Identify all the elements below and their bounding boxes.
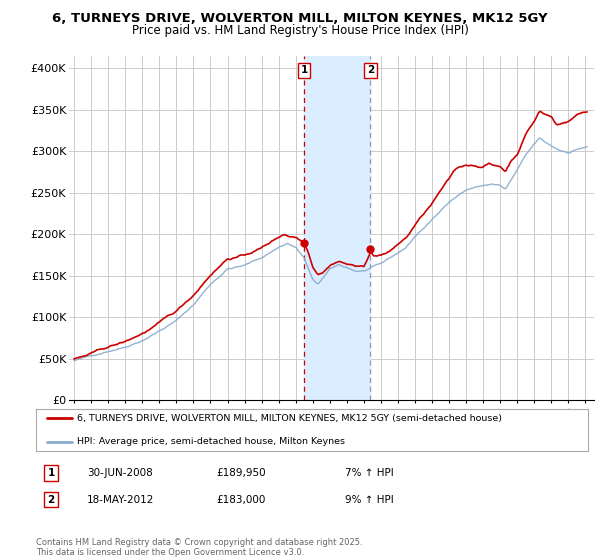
Text: 1: 1 [301, 65, 308, 75]
Text: 6, TURNEYS DRIVE, WOLVERTON MILL, MILTON KEYNES, MK12 5GY (semi-detached house): 6, TURNEYS DRIVE, WOLVERTON MILL, MILTON… [77, 413, 502, 423]
Text: £183,000: £183,000 [216, 494, 265, 505]
Text: 2: 2 [47, 494, 55, 505]
Text: Price paid vs. HM Land Registry's House Price Index (HPI): Price paid vs. HM Land Registry's House … [131, 24, 469, 36]
Text: 30-JUN-2008: 30-JUN-2008 [87, 468, 153, 478]
Text: £189,950: £189,950 [216, 468, 266, 478]
Text: 1: 1 [47, 468, 55, 478]
Text: 18-MAY-2012: 18-MAY-2012 [87, 494, 154, 505]
Text: 9% ↑ HPI: 9% ↑ HPI [345, 494, 394, 505]
Text: Contains HM Land Registry data © Crown copyright and database right 2025.
This d: Contains HM Land Registry data © Crown c… [36, 538, 362, 557]
Bar [304, 56, 370, 400]
Text: HPI: Average price, semi-detached house, Milton Keynes: HPI: Average price, semi-detached house,… [77, 437, 346, 446]
Text: 2: 2 [367, 65, 374, 75]
Text: 7% ↑ HPI: 7% ↑ HPI [345, 468, 394, 478]
Text: 6, TURNEYS DRIVE, WOLVERTON MILL, MILTON KEYNES, MK12 5GY: 6, TURNEYS DRIVE, WOLVERTON MILL, MILTON… [52, 12, 548, 25]
